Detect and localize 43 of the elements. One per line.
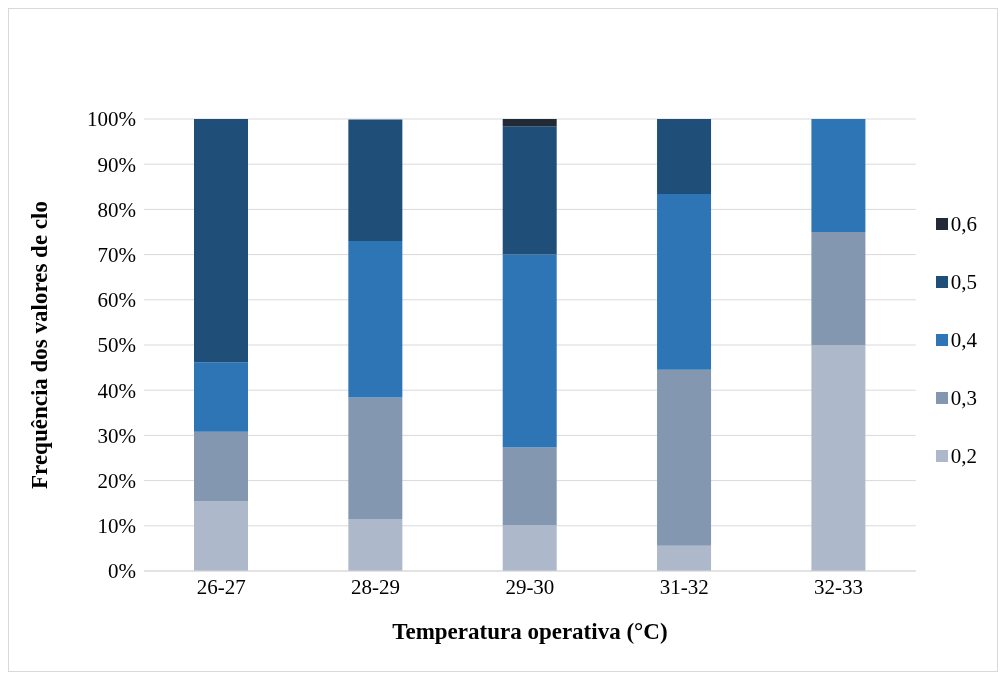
y-tick-label: 50% xyxy=(97,333,136,358)
bar xyxy=(348,241,403,398)
bar xyxy=(348,397,403,520)
bar xyxy=(348,119,403,242)
y-tick-label: 90% xyxy=(97,152,136,177)
bar xyxy=(502,126,557,255)
x-tick-label: 32-33 xyxy=(814,574,864,599)
bar xyxy=(194,362,248,432)
y-tick-label: 0% xyxy=(108,559,136,584)
x-tick-label: 31-32 xyxy=(659,574,709,599)
y-tick-label: 40% xyxy=(97,378,136,403)
x-tick-label: 29-30 xyxy=(505,574,555,599)
y-axis-title: Frequência dos valores de clo xyxy=(27,201,53,489)
y-tick-label: 20% xyxy=(97,469,136,494)
legend-label: 0,4 xyxy=(950,327,977,353)
legend-label: 0,5 xyxy=(950,269,977,295)
y-tick-label: 10% xyxy=(97,514,136,539)
x-axis-title: Temperatura operativa (°C) xyxy=(392,619,668,644)
y-tick-label: 100% xyxy=(87,107,136,132)
bar xyxy=(811,119,866,232)
x-tick-label: 26-27 xyxy=(196,574,246,599)
bar xyxy=(502,447,557,526)
y-tick-label: 60% xyxy=(97,288,136,313)
x-tick-label: 28-29 xyxy=(351,574,401,599)
bar xyxy=(657,369,712,546)
bar xyxy=(811,345,866,571)
legend-label: 0,2 xyxy=(950,443,977,469)
legend-label: 0,6 xyxy=(950,211,977,237)
bar xyxy=(502,119,557,127)
y-tick-label: 70% xyxy=(97,243,136,268)
legend-label: 0,3 xyxy=(950,385,977,411)
bar xyxy=(502,525,557,571)
bar xyxy=(811,232,866,345)
bar xyxy=(194,119,248,363)
bar xyxy=(502,254,557,448)
y-tick-label: 80% xyxy=(97,197,136,222)
bar xyxy=(657,119,712,195)
bar xyxy=(348,519,403,571)
bar xyxy=(657,545,712,571)
y-tick-label: 30% xyxy=(97,423,136,448)
bar xyxy=(194,431,248,502)
bar xyxy=(194,501,248,571)
bar xyxy=(657,194,712,370)
